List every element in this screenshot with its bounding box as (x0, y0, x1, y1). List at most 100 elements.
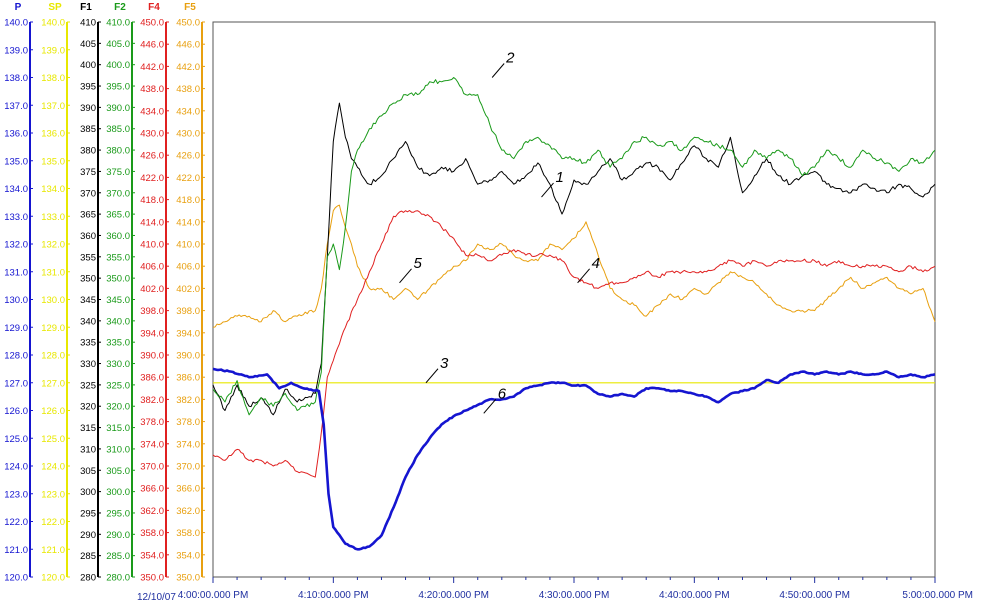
y-tick-label: 375 (80, 167, 96, 178)
y-tick-label: 125.0 (4, 434, 28, 445)
y-tick-label: 140.0 (41, 18, 65, 29)
y-tick-label: 122.0 (41, 517, 65, 528)
y-tick-label: 131.0 (4, 267, 28, 278)
y-tick-label: 124.0 (41, 462, 65, 473)
y-tick-label: 405.0 (106, 39, 130, 50)
y-tick-label: 450.0 (176, 18, 200, 29)
annotation-number: 6 (498, 385, 507, 402)
x-tick-label: 4:40:00.000 PM (659, 590, 730, 601)
y-tick-label: 133.0 (41, 212, 65, 223)
y-tick-label: 134.0 (4, 184, 28, 195)
y-tick-label: 450.0 (140, 18, 164, 29)
y-axis-title: F2 (114, 2, 126, 13)
y-tick-label: 127.0 (41, 378, 65, 389)
y-tick-label: 121.0 (41, 545, 65, 556)
y-axis-sp: SP 120.0 121.0 122.0 123.0 124.0 125.0 126.0 127… (41, 2, 70, 584)
y-tick-label: 350.0 (106, 274, 130, 285)
y-tick-label: 295 (80, 508, 96, 519)
y-tick-label: 370.0 (140, 462, 164, 473)
y-tick-label: 395.0 (106, 82, 130, 93)
y-tick-label: 400.0 (106, 60, 130, 71)
y-tick-label: 362.0 (176, 506, 200, 517)
y-axis-f4: F4 350.0 354.0 358.0 362.0 366.0 370.0 374.0 378… (140, 2, 169, 584)
annotation-leader (491, 63, 505, 78)
annotation-number: 4 (592, 255, 600, 272)
y-tick-label: 285.0 (106, 551, 130, 562)
y-tick-label: 374.0 (176, 439, 200, 450)
y-tick-label: 410.0 (176, 240, 200, 251)
y-tick-label: 305 (80, 466, 96, 477)
y-tick-label: 418.0 (176, 195, 200, 206)
y-tick-label: 402.0 (140, 284, 164, 295)
y-axis-title: F5 (184, 2, 196, 13)
y-tick-label: 335.0 (106, 338, 130, 349)
y-tick-label: 390.0 (140, 351, 164, 362)
y-tick-label: 139.0 (4, 45, 28, 56)
x-tick-label: 4:20:00.000 PM (418, 590, 489, 601)
plot-area (212, 21, 936, 578)
y-tick-label: 350 (80, 274, 96, 285)
y-tick-label: 400 (80, 60, 96, 71)
y-tick-label: 290 (80, 530, 96, 541)
y-tick-label: 355 (80, 252, 96, 263)
y-tick-label: 414.0 (176, 217, 200, 228)
y-tick-label: 126.0 (41, 406, 65, 417)
y-tick-label: 374.0 (140, 439, 164, 450)
y-tick-label: 330.0 (106, 359, 130, 370)
y-tick-label: 131.0 (41, 267, 65, 278)
y-tick-label: 360 (80, 231, 96, 242)
y-tick-label: 422.0 (176, 173, 200, 184)
y-tick-label: 426.0 (176, 151, 200, 162)
y-tick-label: 285 (80, 551, 96, 562)
y-axis-f2: F2 280.0 285.0 290.0 295.0 300.0 305.0 310.0 315… (106, 2, 135, 584)
y-axis-f1: F1 280 285 290 295 300 305 310 315 320 325 330 335 34… (80, 2, 101, 584)
y-tick-label: 134.0 (41, 184, 65, 195)
y-tick-label: 406.0 (140, 262, 164, 273)
y-tick-label: 370.0 (106, 188, 130, 199)
y-tick-label: 386.0 (176, 373, 200, 384)
series-line-f2 (212, 77, 936, 416)
y-tick-label: 280 (80, 573, 96, 584)
y-tick-label: 305.0 (106, 466, 130, 477)
y-tick-label: 300 (80, 487, 96, 498)
y-tick-label: 418.0 (140, 195, 164, 206)
y-tick-label: 123.0 (41, 489, 65, 500)
y-tick-label: 128.0 (4, 351, 28, 362)
y-tick-label: 125.0 (41, 434, 65, 445)
y-tick-label: 315 (80, 423, 96, 434)
annotation-leader (425, 368, 439, 384)
y-tick-label: 395 (80, 82, 96, 93)
y-tick-label: 132.0 (4, 240, 28, 251)
y-axis-p: P 120.0 121.0 122.0 123.0 124.0 125.0 126.0 127.… (4, 2, 33, 584)
y-tick-label: 137.0 (41, 101, 65, 112)
y-axis-title: F1 (80, 2, 92, 13)
y-tick-label: 129.0 (41, 323, 65, 334)
y-tick-label: 382.0 (176, 395, 200, 406)
y-tick-label: 124.0 (4, 462, 28, 473)
y-tick-label: 123.0 (4, 489, 28, 500)
x-tick-label: 4:30:00.000 PM (539, 590, 610, 601)
y-tick-label: 290.0 (106, 530, 130, 541)
y-tick-label: 121.0 (4, 545, 28, 556)
annotation-number: 1 (556, 169, 564, 186)
x-tick-label: 4:50:00.000 PM (779, 590, 850, 601)
y-tick-label: 378.0 (176, 417, 200, 428)
curve-annotation-5: 5 (399, 255, 423, 284)
annotation-leader (399, 268, 412, 284)
y-tick-label: 385.0 (106, 124, 130, 135)
y-tick-label: 345 (80, 295, 96, 306)
curve-annotation-3: 3 (425, 355, 449, 384)
y-tick-label: 365.0 (106, 210, 130, 221)
annotation-number: 3 (440, 355, 449, 372)
y-tick-label: 310.0 (106, 444, 130, 455)
y-tick-label: 358.0 (176, 528, 200, 539)
y-tick-label: 422.0 (140, 173, 164, 184)
y-tick-label: 358.0 (140, 528, 164, 539)
curve-annotation-6: 6 (483, 385, 507, 414)
series-line-f1 (212, 102, 936, 416)
y-tick-label: 414.0 (140, 217, 164, 228)
y-tick-label: 398.0 (176, 306, 200, 317)
y-tick-label: 438.0 (176, 84, 200, 95)
y-tick-label: 120.0 (4, 573, 28, 584)
y-tick-label: 135.0 (41, 156, 65, 167)
